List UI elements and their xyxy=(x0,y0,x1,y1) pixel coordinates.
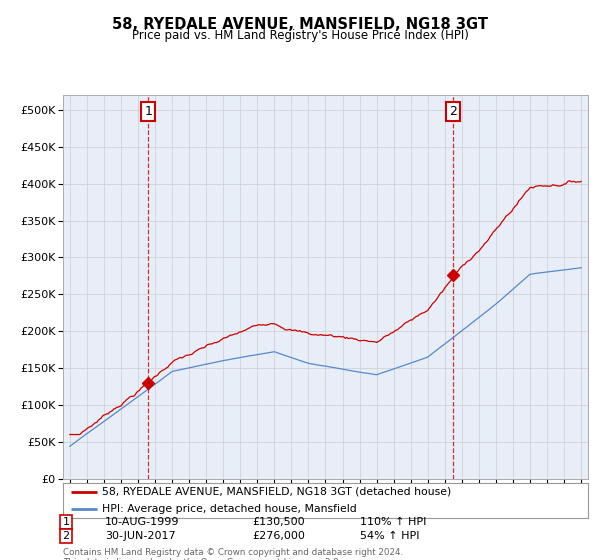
Text: Price paid vs. HM Land Registry's House Price Index (HPI): Price paid vs. HM Land Registry's House … xyxy=(131,29,469,42)
Text: 2: 2 xyxy=(449,105,457,118)
Text: £276,000: £276,000 xyxy=(252,531,305,541)
Text: Contains HM Land Registry data © Crown copyright and database right 2024.
This d: Contains HM Land Registry data © Crown c… xyxy=(63,548,403,560)
Text: 30-JUN-2017: 30-JUN-2017 xyxy=(105,531,176,541)
Text: 58, RYEDALE AVENUE, MANSFIELD, NG18 3GT: 58, RYEDALE AVENUE, MANSFIELD, NG18 3GT xyxy=(112,17,488,32)
Text: 10-AUG-1999: 10-AUG-1999 xyxy=(105,517,179,527)
Text: 1: 1 xyxy=(144,105,152,118)
Text: 54% ↑ HPI: 54% ↑ HPI xyxy=(360,531,419,541)
Text: HPI: Average price, detached house, Mansfield: HPI: Average price, detached house, Mans… xyxy=(103,505,357,514)
Text: £130,500: £130,500 xyxy=(252,517,305,527)
Text: 2: 2 xyxy=(62,531,70,541)
Text: 58, RYEDALE AVENUE, MANSFIELD, NG18 3GT (detached house): 58, RYEDALE AVENUE, MANSFIELD, NG18 3GT … xyxy=(103,487,452,497)
Text: 110% ↑ HPI: 110% ↑ HPI xyxy=(360,517,427,527)
Text: 1: 1 xyxy=(62,517,70,527)
